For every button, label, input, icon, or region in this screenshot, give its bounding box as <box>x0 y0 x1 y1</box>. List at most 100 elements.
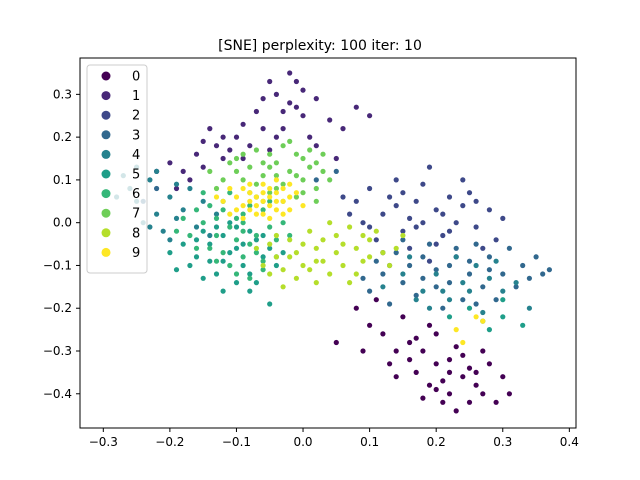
point-class-9 <box>253 211 259 217</box>
point-class-9 <box>300 203 306 209</box>
point-class-1 <box>227 147 233 153</box>
y-axis: −0.4 −0.3 −0.2 −0.1 0.0 0.1 0.2 0.3 <box>43 87 80 401</box>
point-class-7 <box>207 168 213 174</box>
point-class-3 <box>446 262 453 269</box>
point-class-0 <box>460 374 466 380</box>
point-class-4 <box>446 297 453 303</box>
point-class-7 <box>307 147 313 153</box>
point-class-3 <box>500 271 506 277</box>
point-class-3 <box>473 241 479 247</box>
point-class-4 <box>413 297 419 303</box>
point-class-8 <box>273 254 279 260</box>
legend-label-6: 6 <box>132 187 140 202</box>
point-class-3 <box>493 297 499 303</box>
point-class-0 <box>453 344 459 350</box>
point-class-6 <box>233 215 240 221</box>
point-class-8 <box>347 280 353 286</box>
point-class-2 <box>347 211 353 217</box>
point-class-7 <box>313 160 319 166</box>
point-class-6 <box>280 220 286 226</box>
point-class-1 <box>327 117 333 123</box>
legend-label-4: 4 <box>132 148 140 163</box>
point-class-1 <box>200 138 206 144</box>
point-class-4 <box>200 198 206 204</box>
point-class-3 <box>413 292 419 298</box>
point-class-0 <box>473 382 479 388</box>
point-class-9 <box>240 215 246 221</box>
y-tick-label: −0.4 <box>43 387 72 401</box>
point-class-1 <box>273 134 279 140</box>
point-class-2 <box>486 207 492 213</box>
point-class-7 <box>267 151 273 157</box>
point-class-3 <box>526 275 533 281</box>
point-class-2 <box>420 220 426 226</box>
point-class-4 <box>480 309 486 316</box>
legend-marker-9 <box>101 247 111 257</box>
y-tick-label: 0.1 <box>53 173 72 187</box>
point-class-0 <box>440 399 446 405</box>
point-class-5 <box>193 254 200 260</box>
legend-label-5: 5 <box>132 168 140 183</box>
point-class-7 <box>280 181 286 187</box>
point-class-0 <box>433 386 439 393</box>
point-class-6 <box>247 203 253 209</box>
point-class-7 <box>273 185 279 192</box>
point-class-6 <box>240 211 246 217</box>
point-class-8 <box>393 245 399 251</box>
point-class-8 <box>327 271 333 277</box>
point-class-4 <box>173 215 180 221</box>
y-tick-label: 0.3 <box>53 87 72 101</box>
point-class-6 <box>233 237 240 243</box>
point-class-7 <box>313 198 319 204</box>
point-class-6 <box>173 228 180 234</box>
point-class-9 <box>287 207 293 213</box>
point-class-1 <box>207 126 213 132</box>
point-class-8 <box>333 250 339 256</box>
point-class-0 <box>420 348 426 354</box>
point-class-9 <box>247 207 253 213</box>
point-class-0 <box>407 357 413 363</box>
point-class-3 <box>466 258 473 264</box>
point-class-5 <box>187 262 193 269</box>
point-class-1 <box>213 143 220 149</box>
point-class-2 <box>460 177 466 183</box>
point-class-0 <box>446 369 453 375</box>
point-class-5 <box>213 271 220 277</box>
point-class-2 <box>367 224 373 230</box>
point-class-3 <box>154 185 160 192</box>
point-class-1 <box>260 126 266 132</box>
point-class-5 <box>273 262 279 269</box>
point-class-1 <box>313 143 319 149</box>
point-class-7 <box>300 177 306 183</box>
point-class-3 <box>400 280 406 286</box>
legend-label-7: 7 <box>132 207 140 222</box>
point-class-5 <box>180 241 186 247</box>
point-class-6 <box>213 258 220 264</box>
point-class-1 <box>280 108 286 115</box>
point-class-9 <box>267 215 273 221</box>
point-class-9 <box>280 198 286 204</box>
point-class-4 <box>466 288 473 294</box>
point-class-7 <box>233 168 240 174</box>
point-class-8 <box>347 224 353 230</box>
point-class-4 <box>426 305 433 311</box>
point-class-9 <box>247 190 253 196</box>
point-class-6 <box>227 224 233 230</box>
point-class-7 <box>253 147 259 153</box>
point-class-8 <box>353 271 359 277</box>
point-class-0 <box>433 331 439 337</box>
point-class-1 <box>293 104 299 110</box>
point-class-1 <box>220 155 226 162</box>
point-class-9 <box>227 185 233 192</box>
point-class-8 <box>280 284 286 290</box>
point-class-0 <box>367 322 373 328</box>
point-class-4 <box>187 185 193 192</box>
point-class-9 <box>240 203 246 209</box>
point-class-0 <box>460 352 466 358</box>
point-class-4 <box>147 177 153 183</box>
y-tick-label: −0.1 <box>43 258 72 272</box>
point-class-0 <box>420 395 426 401</box>
legend-marker-1 <box>101 91 111 101</box>
point-class-6 <box>260 207 266 213</box>
